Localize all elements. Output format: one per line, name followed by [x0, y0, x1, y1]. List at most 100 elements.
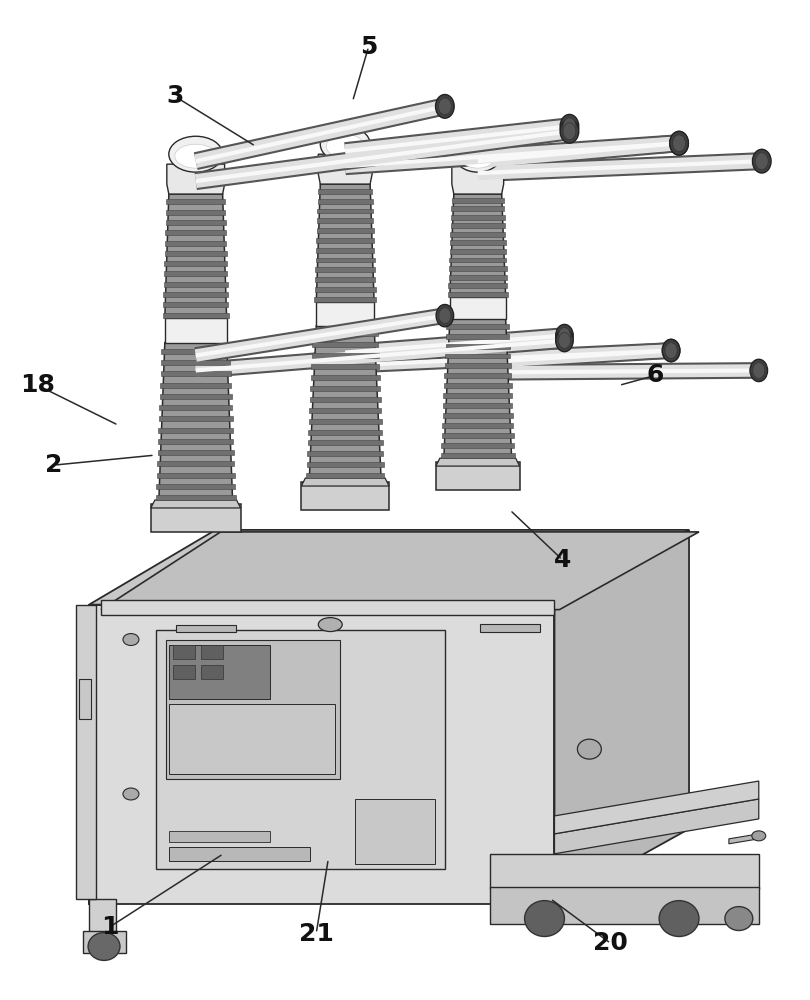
Polygon shape	[165, 241, 226, 246]
Polygon shape	[317, 228, 373, 233]
Polygon shape	[201, 645, 223, 659]
Polygon shape	[151, 504, 241, 532]
Polygon shape	[159, 428, 233, 433]
Polygon shape	[452, 164, 504, 194]
Polygon shape	[310, 386, 380, 391]
Polygon shape	[161, 360, 231, 365]
Text: 2: 2	[45, 453, 62, 477]
Polygon shape	[301, 482, 389, 510]
Polygon shape	[89, 530, 689, 605]
Polygon shape	[450, 223, 505, 228]
Polygon shape	[450, 258, 506, 262]
Ellipse shape	[556, 324, 573, 347]
Ellipse shape	[663, 339, 680, 362]
Polygon shape	[314, 287, 376, 292]
Polygon shape	[307, 462, 384, 467]
Polygon shape	[441, 453, 514, 458]
Text: 4: 4	[554, 548, 571, 572]
Polygon shape	[490, 887, 759, 924]
Polygon shape	[313, 342, 378, 347]
Polygon shape	[490, 854, 759, 889]
Polygon shape	[161, 349, 230, 354]
Ellipse shape	[663, 339, 680, 362]
Polygon shape	[310, 397, 381, 402]
Polygon shape	[166, 210, 225, 215]
Ellipse shape	[752, 831, 765, 841]
Polygon shape	[315, 267, 375, 272]
Polygon shape	[450, 232, 505, 237]
Polygon shape	[444, 319, 512, 458]
Ellipse shape	[563, 123, 576, 140]
Ellipse shape	[556, 329, 573, 352]
Ellipse shape	[175, 144, 216, 168]
Polygon shape	[163, 302, 228, 307]
Polygon shape	[164, 271, 228, 276]
Ellipse shape	[578, 739, 601, 759]
Polygon shape	[301, 478, 389, 486]
Polygon shape	[450, 297, 505, 319]
Polygon shape	[168, 704, 335, 774]
Polygon shape	[164, 292, 228, 297]
Ellipse shape	[558, 333, 570, 349]
Polygon shape	[151, 500, 241, 508]
Ellipse shape	[168, 136, 223, 172]
Polygon shape	[451, 198, 504, 203]
Polygon shape	[317, 302, 374, 326]
Ellipse shape	[525, 901, 565, 936]
Polygon shape	[317, 218, 373, 223]
Polygon shape	[157, 461, 234, 466]
Polygon shape	[480, 624, 539, 632]
Polygon shape	[101, 600, 555, 615]
Polygon shape	[318, 189, 373, 194]
Ellipse shape	[320, 126, 370, 162]
Polygon shape	[164, 318, 227, 343]
Polygon shape	[309, 408, 381, 413]
Polygon shape	[168, 645, 271, 699]
Polygon shape	[555, 530, 689, 904]
Polygon shape	[79, 679, 91, 719]
Ellipse shape	[665, 343, 677, 358]
Ellipse shape	[561, 119, 579, 143]
Ellipse shape	[672, 135, 685, 152]
Text: 1: 1	[101, 915, 119, 939]
Ellipse shape	[558, 328, 570, 344]
Ellipse shape	[672, 135, 685, 152]
Ellipse shape	[563, 118, 576, 135]
Polygon shape	[446, 334, 509, 339]
Polygon shape	[160, 371, 231, 376]
Polygon shape	[318, 154, 372, 184]
Polygon shape	[311, 375, 380, 380]
Ellipse shape	[88, 933, 120, 960]
Polygon shape	[158, 439, 233, 444]
Polygon shape	[446, 344, 510, 349]
Polygon shape	[164, 194, 227, 318]
Ellipse shape	[123, 788, 139, 800]
Polygon shape	[156, 484, 235, 489]
Polygon shape	[311, 364, 379, 369]
Polygon shape	[309, 419, 382, 424]
Ellipse shape	[561, 114, 579, 138]
Polygon shape	[173, 665, 194, 679]
Polygon shape	[450, 249, 506, 254]
Polygon shape	[436, 462, 519, 490]
Polygon shape	[441, 433, 514, 438]
Polygon shape	[446, 354, 510, 358]
Polygon shape	[309, 430, 382, 435]
Polygon shape	[355, 799, 435, 864]
Polygon shape	[159, 416, 232, 421]
Polygon shape	[166, 640, 340, 779]
Polygon shape	[451, 215, 505, 220]
Polygon shape	[441, 443, 514, 448]
Text: 5: 5	[360, 35, 377, 59]
Polygon shape	[318, 209, 373, 213]
Ellipse shape	[670, 131, 688, 155]
Polygon shape	[443, 403, 513, 408]
Ellipse shape	[326, 134, 364, 158]
Polygon shape	[89, 605, 555, 904]
Ellipse shape	[725, 907, 752, 931]
Polygon shape	[160, 383, 232, 388]
Polygon shape	[449, 266, 506, 271]
Polygon shape	[443, 393, 512, 398]
Polygon shape	[307, 451, 383, 456]
Ellipse shape	[670, 131, 688, 155]
